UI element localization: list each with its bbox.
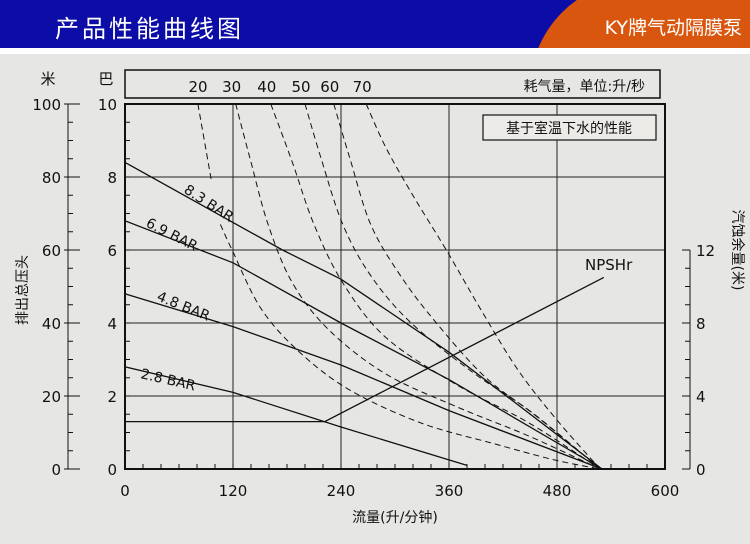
plot-frame (124, 103, 666, 470)
pressure-line (124, 220, 603, 470)
pressure-label: 6.9 BAR (143, 215, 200, 255)
x-tick-label: 480 (543, 482, 572, 500)
y-tick-label-bar: 10 (98, 96, 117, 114)
y-tick-label-right: 4 (696, 388, 706, 406)
x-tick-label: 0 (120, 482, 130, 500)
air-consumption-box (124, 69, 661, 99)
air-curve-20 (197, 103, 212, 181)
page-title: 产品性能曲线图 (55, 15, 244, 43)
y-tick-label-right: 8 (696, 315, 706, 333)
y-tick-label-bar: 0 (107, 461, 117, 479)
y-tick-label-right: 0 (696, 461, 706, 479)
y-tick-label-right: 12 (696, 242, 715, 260)
npshr-line (125, 276, 605, 423)
air-label-20: 20 (188, 78, 207, 96)
brand-background (530, 0, 750, 48)
pressure-line (124, 366, 468, 467)
x-axis-label: 流量(升/分钟) (352, 509, 438, 526)
divider (0, 48, 750, 54)
y-tick-label-meters: 20 (42, 388, 61, 406)
pressure-label: 2.8 BAR (139, 366, 197, 394)
y-tick-label-meters: 60 (42, 242, 61, 260)
y-axis-label-right: 汽蚀余量(米) (729, 210, 746, 291)
y-tick-label-meters: 0 (51, 461, 61, 479)
pressure-line (124, 293, 603, 470)
air-label-60: 60 (320, 78, 339, 96)
pressure-label: 4.8 BAR (155, 289, 213, 325)
x-tick-label: 240 (327, 482, 356, 500)
air-curve-60 (333, 103, 601, 470)
npshr-label: NPSHr (585, 256, 633, 274)
pressure-label: 8.3 BAR (181, 182, 237, 226)
air-curve-20-lower (219, 224, 601, 470)
air-curve-30 (235, 103, 601, 470)
y-tick-label-bar: 8 (107, 169, 117, 187)
y-tick-label-meters: 80 (42, 169, 61, 187)
air-label-40: 40 (257, 78, 276, 96)
air-label-70: 70 (353, 78, 372, 96)
y-tick-label-bar: 4 (107, 315, 117, 333)
x-tick-label: 120 (219, 482, 248, 500)
brand-label: KY牌气动隔膜泵 (604, 17, 742, 39)
air-curve-70 (365, 103, 601, 470)
note-box (482, 114, 657, 141)
air-curve-50 (304, 103, 601, 470)
air-label-50: 50 (291, 78, 310, 96)
x-tick-label: 600 (651, 482, 680, 500)
performance-chart: 耗气量，单位:升/秒 米 巴 排出总压头 汽蚀余量(米) 流量(升/分钟) 0 1… (15, 69, 746, 526)
left-unit-meters: 米 (40, 70, 55, 88)
x-tick-label: 360 (435, 482, 464, 500)
y-tick-label-meters: 100 (32, 96, 61, 114)
note-text: 基于室温下水的性能 (506, 120, 632, 137)
left-unit-bar: 巴 (98, 70, 113, 88)
air-curve-40 (270, 103, 601, 470)
air-consumption-header: 耗气量，单位:升/秒 (524, 79, 645, 95)
air-label-30: 30 (222, 78, 241, 96)
pressure-line (124, 161, 603, 470)
y-tick-label-bar: 2 (107, 388, 117, 406)
y-axis-label-left: 排出总压头 (15, 255, 31, 325)
y-tick-label-meters: 40 (42, 315, 61, 333)
y-tick-label-bar: 6 (107, 242, 117, 260)
header-banner: 产品性能曲线图 KY牌气动隔膜泵 (0, 0, 750, 48)
